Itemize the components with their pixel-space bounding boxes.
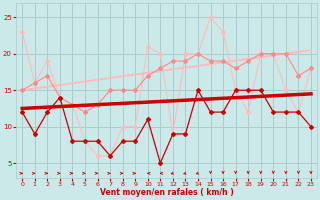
X-axis label: Vent moyen/en rafales ( km/h ): Vent moyen/en rafales ( km/h ) [100,188,234,197]
